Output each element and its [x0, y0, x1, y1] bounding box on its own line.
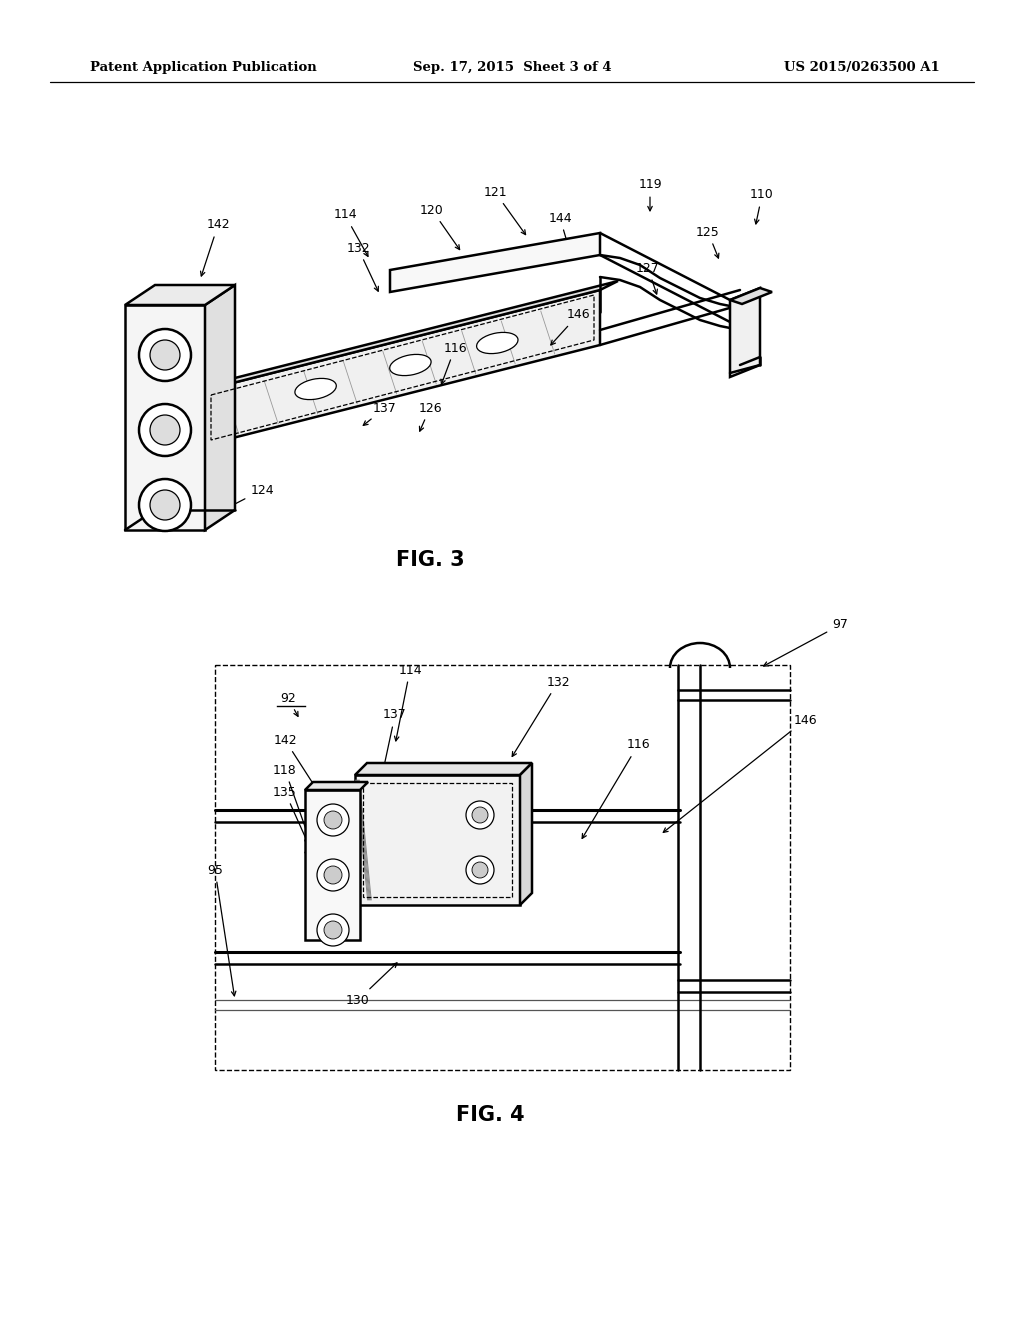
- Text: FIG. 4: FIG. 4: [456, 1105, 524, 1125]
- Ellipse shape: [324, 921, 342, 939]
- Text: FIG. 3: FIG. 3: [395, 550, 464, 570]
- Text: 132: 132: [512, 676, 569, 756]
- Text: 126: 126: [418, 401, 441, 432]
- Text: 135: 135: [171, 292, 204, 322]
- Ellipse shape: [472, 807, 488, 822]
- Polygon shape: [730, 288, 772, 304]
- Text: 97: 97: [764, 619, 848, 667]
- Text: 127: 127: [636, 261, 659, 294]
- Text: 118: 118: [173, 331, 204, 355]
- Text: 110: 110: [751, 189, 774, 224]
- Ellipse shape: [317, 804, 349, 836]
- Ellipse shape: [466, 801, 494, 829]
- Polygon shape: [125, 305, 205, 531]
- Text: 132: 132: [346, 242, 378, 292]
- Ellipse shape: [317, 859, 349, 891]
- Text: 119: 119: [638, 178, 662, 211]
- Text: 120: 120: [420, 203, 460, 249]
- Text: Patent Application Publication: Patent Application Publication: [90, 62, 316, 74]
- Polygon shape: [390, 234, 600, 292]
- Text: Sep. 17, 2015  Sheet 3 of 4: Sep. 17, 2015 Sheet 3 of 4: [413, 62, 611, 74]
- Ellipse shape: [317, 913, 349, 946]
- Ellipse shape: [324, 866, 342, 884]
- Polygon shape: [205, 290, 600, 445]
- Text: 92: 92: [281, 692, 298, 717]
- Text: 114: 114: [394, 664, 422, 741]
- Text: 95: 95: [207, 863, 236, 995]
- Bar: [215, 665, 790, 1071]
- Ellipse shape: [295, 379, 336, 400]
- Ellipse shape: [139, 329, 191, 381]
- Text: 124: 124: [204, 483, 273, 520]
- Text: 118: 118: [273, 763, 314, 851]
- Text: US 2015/0263500 A1: US 2015/0263500 A1: [784, 62, 940, 74]
- Text: 144: 144: [548, 211, 571, 248]
- Text: 124: 124: [453, 808, 531, 902]
- Ellipse shape: [150, 341, 180, 370]
- Text: 146: 146: [664, 714, 817, 833]
- Polygon shape: [125, 285, 234, 305]
- Text: 116: 116: [582, 738, 650, 838]
- Ellipse shape: [466, 855, 494, 884]
- Text: 142: 142: [201, 219, 229, 276]
- Text: 142: 142: [273, 734, 328, 807]
- Text: 146: 146: [551, 309, 590, 345]
- Polygon shape: [305, 789, 360, 940]
- Polygon shape: [205, 285, 234, 531]
- Ellipse shape: [390, 354, 431, 376]
- Ellipse shape: [150, 490, 180, 520]
- Polygon shape: [355, 775, 520, 906]
- Text: 137: 137: [380, 709, 407, 781]
- Text: 121: 121: [483, 186, 525, 235]
- Text: 116: 116: [441, 342, 467, 384]
- Text: 130: 130: [138, 462, 162, 504]
- Polygon shape: [355, 763, 532, 775]
- Polygon shape: [730, 288, 760, 378]
- Text: 125: 125: [696, 226, 720, 259]
- Ellipse shape: [139, 479, 191, 531]
- Polygon shape: [520, 763, 532, 906]
- Ellipse shape: [150, 414, 180, 445]
- Polygon shape: [205, 281, 618, 389]
- Text: 135: 135: [273, 785, 318, 866]
- Ellipse shape: [324, 810, 342, 829]
- Polygon shape: [305, 781, 368, 789]
- Ellipse shape: [139, 404, 191, 455]
- Ellipse shape: [472, 862, 488, 878]
- Text: 114: 114: [333, 209, 368, 256]
- Text: 130: 130: [346, 962, 397, 1006]
- Ellipse shape: [476, 333, 518, 354]
- Text: 137: 137: [364, 401, 397, 425]
